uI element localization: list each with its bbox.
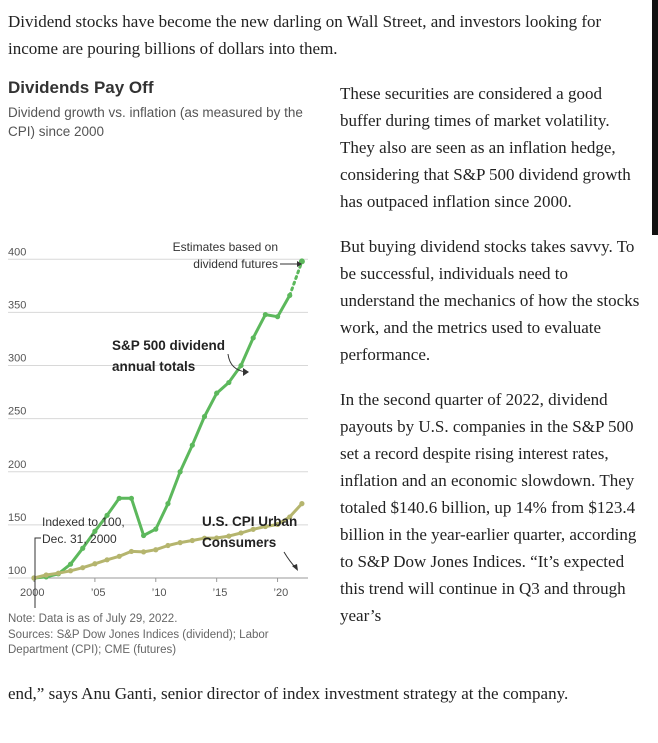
data-point bbox=[116, 553, 122, 559]
annotation-estimates-line1: Estimates based on bbox=[173, 240, 278, 254]
y-tick-label: 350 bbox=[8, 299, 26, 311]
data-point bbox=[31, 575, 37, 581]
data-point bbox=[201, 413, 208, 420]
data-point bbox=[128, 495, 135, 501]
label-sp500-line1: S&P 500 dividend bbox=[112, 338, 225, 353]
article-paragraph-1: These securities are considered a good b… bbox=[340, 84, 631, 211]
projection-line bbox=[288, 259, 304, 297]
series-line-dividend bbox=[33, 294, 292, 580]
chart-subtitle: Dividend growth vs. inflation (as measur… bbox=[8, 105, 303, 139]
x-tick-label: ’20 bbox=[274, 587, 289, 599]
data-point bbox=[92, 528, 98, 534]
data-point bbox=[226, 379, 232, 386]
x-tick-label: ’05 bbox=[91, 587, 106, 599]
data-point bbox=[43, 572, 49, 578]
annotation-arrowhead bbox=[297, 261, 302, 267]
data-point bbox=[189, 442, 195, 448]
chart-figure: Dividends Pay Off Dividend growth vs. in… bbox=[0, 74, 330, 674]
data-point bbox=[128, 548, 135, 555]
data-point bbox=[80, 545, 86, 551]
article-paragraph-3: In the second quarter of 2022, dividend … bbox=[340, 390, 637, 625]
annotation-indexed-line2: Dec. 31, 2000 bbox=[42, 532, 117, 546]
data-point bbox=[92, 561, 98, 567]
scrollbar[interactable] bbox=[652, 0, 658, 235]
data-point bbox=[67, 568, 74, 574]
data-point bbox=[238, 530, 244, 536]
annotation-indexed-bracket bbox=[34, 537, 41, 608]
data-point bbox=[177, 540, 183, 546]
data-point bbox=[238, 362, 244, 369]
data-point bbox=[274, 521, 281, 528]
data-point bbox=[214, 390, 220, 396]
data-point bbox=[250, 335, 256, 341]
data-point bbox=[104, 512, 110, 518]
data-point bbox=[274, 314, 281, 320]
y-tick-label: 400 bbox=[8, 246, 26, 258]
data-point bbox=[287, 514, 293, 520]
data-point bbox=[214, 535, 220, 541]
annotation-indexed-line1: Indexed to 100, bbox=[42, 515, 125, 529]
label-sp500-line2: annual totals bbox=[112, 359, 195, 374]
chart-sources: Sources: S&P Dow Jones Indices (dividend… bbox=[8, 628, 269, 657]
annotation-estimates-line2: dividend futures bbox=[193, 257, 278, 271]
data-point bbox=[55, 570, 61, 576]
label-cpi-line1: U.S. CPI Urban bbox=[202, 514, 297, 529]
data-point bbox=[177, 469, 183, 475]
data-point bbox=[165, 542, 171, 549]
y-tick-label: 250 bbox=[8, 406, 26, 418]
label-cpi-line2: Consumers bbox=[202, 535, 276, 550]
x-tick-label: ’10 bbox=[152, 587, 167, 599]
data-point bbox=[80, 565, 86, 571]
data-point bbox=[141, 549, 147, 555]
data-point bbox=[189, 537, 195, 544]
data-point bbox=[262, 311, 268, 318]
label-sp500-arrowhead bbox=[243, 368, 249, 376]
chart-title: Dividends Pay Off bbox=[8, 78, 154, 97]
y-tick-label: 100 bbox=[8, 565, 26, 577]
x-tick-label: 2000 bbox=[20, 587, 44, 599]
data-point bbox=[141, 532, 147, 539]
projection-point bbox=[298, 258, 305, 265]
article-right-column: These securities are considered a good b… bbox=[340, 80, 640, 647]
article-paragraph-2: But buying dividend stocks takes savvy. … bbox=[340, 237, 640, 364]
data-point bbox=[201, 535, 208, 541]
y-tick-label: 200 bbox=[8, 459, 26, 471]
dividends-chart: 100 150 200 250 300 350 400 2000 ’05 ’10 ’15 ’20 Est… bbox=[8, 240, 308, 608]
data-point bbox=[104, 557, 110, 563]
chart-note: Note: Data is as of July 29, 2022. bbox=[8, 613, 178, 625]
data-point bbox=[165, 501, 171, 507]
label-cpi-arrowhead bbox=[292, 564, 298, 571]
data-point bbox=[299, 501, 305, 507]
data-point bbox=[153, 526, 159, 532]
y-tick-label: 150 bbox=[8, 512, 26, 524]
chart-notes: Note: Data is as of July 29, 2022. Sourc… bbox=[8, 612, 323, 659]
article-paragraph-tail: end,” says Anu Ganti, senior director of… bbox=[8, 684, 569, 703]
article-intro: Dividend stocks have become the new darl… bbox=[8, 12, 602, 58]
y-tick-label: 300 bbox=[8, 353, 26, 365]
data-point bbox=[250, 526, 256, 532]
data-point bbox=[116, 495, 122, 501]
data-point bbox=[226, 533, 232, 539]
data-point bbox=[262, 523, 268, 530]
x-tick-label: ’15 bbox=[213, 587, 228, 599]
data-point bbox=[153, 547, 159, 553]
data-point bbox=[67, 561, 74, 567]
